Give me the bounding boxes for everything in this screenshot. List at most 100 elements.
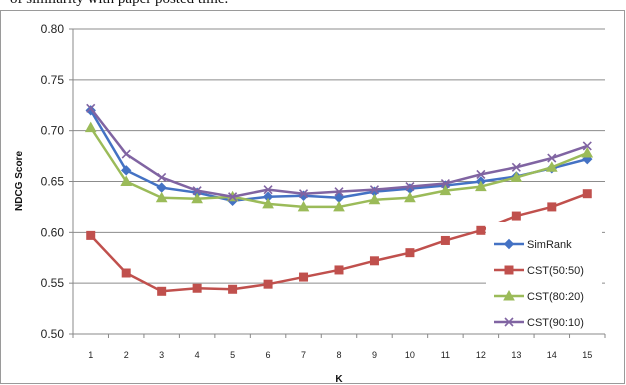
x-axis-title: K — [335, 374, 343, 385]
legend-label-simrank: SimRank — [527, 239, 572, 251]
caption-text: of similarity with paper posted time. — [10, 0, 228, 8]
x-tick-label: 5 — [230, 350, 235, 360]
data-point-cst-80-20 — [84, 121, 97, 133]
data-point-cst-90-10-stroke-b — [582, 141, 592, 151]
data-point-cst-90-10-stroke-b — [298, 189, 309, 199]
data-point-cst-80-20 — [297, 200, 310, 212]
x-tick-label: 9 — [372, 350, 377, 360]
data-point-cst-50-50 — [228, 284, 238, 294]
legend-label-cst-90-10: CST(90:10) — [527, 317, 584, 329]
data-point-cst-50-50 — [440, 235, 450, 245]
data-point-cst-90-10-stroke-b — [157, 172, 167, 182]
legend: SimRank CST(50:50) CST(80:20) CST(90:10) — [486, 222, 602, 332]
y-tick-label: 0.60 — [41, 225, 65, 239]
series-simrank — [85, 105, 593, 207]
data-point-cst-90-10-stroke-b — [405, 182, 415, 192]
legend-marker-cst-50-50 — [504, 265, 514, 275]
data-point-cst-90-10 — [476, 169, 486, 179]
data-point-cst-90-10 — [263, 185, 273, 195]
data-point-cst-90-10 — [121, 149, 131, 159]
series-cst-80-20 — [84, 121, 594, 212]
data-point-cst-80-20 — [191, 192, 203, 204]
series-line-cst-90-10 — [89, 107, 588, 198]
data-point-cst-50-50 — [405, 248, 415, 258]
data-point-cst-80-20 — [333, 200, 345, 212]
series-group — [84, 103, 594, 296]
data-point-cst-50-50 — [192, 283, 202, 293]
x-tick-label: 8 — [336, 350, 341, 360]
data-point-cst-90-10-stroke-b — [511, 162, 521, 172]
data-point-cst-90-10-stroke-b — [263, 185, 273, 195]
x-tick-label: 11 — [441, 350, 450, 360]
data-point-cst-50-50 — [157, 286, 167, 296]
data-point-cst-90-10-stroke-b — [334, 187, 344, 197]
data-point-cst-50-50 — [86, 230, 96, 240]
data-point-cst-90-10 — [405, 182, 415, 192]
legend-marker-cst-80-20 — [503, 289, 515, 301]
data-point-cst-80-20 — [404, 191, 416, 203]
data-point-cst-90-10 — [547, 153, 557, 163]
x-tick-label: 12 — [476, 350, 486, 360]
legend-label-cst-50-50: CST(50:50) — [527, 265, 584, 277]
y-tick-labels: 0.50 0.55 0.60 0.65 0.70 0.75 0.80 — [41, 22, 73, 341]
data-point-cst-90-10 — [228, 192, 238, 202]
x-tick-label: 15 — [582, 350, 592, 360]
y-axis-title: NDCG Score — [14, 151, 25, 211]
data-point-cst-80-20 — [262, 197, 274, 209]
data-point-cst-80-20 — [368, 193, 381, 205]
data-point-cst-90-10-stroke-b — [476, 169, 486, 179]
data-point-cst-90-10-stroke-b — [228, 192, 238, 202]
data-point-cst-50-50 — [582, 189, 592, 199]
data-point-cst-80-20 — [120, 175, 133, 186]
y-tick-label: 0.65 — [41, 175, 65, 189]
data-point-cst-90-10 — [298, 189, 309, 199]
data-point-cst-50-50 — [299, 272, 309, 282]
x-tick-label: 7 — [301, 350, 306, 360]
data-point-cst-50-50 — [263, 279, 273, 289]
data-point-cst-90-10-stroke-b — [440, 178, 450, 189]
data-point-cst-90-10-stroke-b — [369, 185, 380, 195]
y-tick-label: 0.70 — [41, 124, 65, 138]
legend-marker-cst-90-10-stroke-b — [504, 317, 514, 327]
data-point-cst-80-20 — [439, 184, 452, 196]
legend-marker-simrank — [503, 238, 515, 250]
data-point-cst-90-10 — [157, 172, 167, 182]
x-tick-label: 10 — [405, 350, 415, 360]
data-point-simrank — [156, 182, 167, 193]
data-point-cst-50-50 — [511, 211, 521, 221]
x-tick-label: 6 — [266, 350, 271, 360]
data-point-cst-90-10 — [192, 186, 202, 196]
series-cst-90-10 — [86, 103, 592, 202]
legend-marker-cst-90-10 — [504, 317, 514, 327]
x-tick-labels: 1 2 3 4 5 6 7 8 9 10 11 12 13 14 15 — [72, 334, 606, 360]
data-point-cst-50-50 — [121, 268, 131, 278]
y-tick-label: 0.80 — [41, 22, 65, 36]
x-tick-label: 2 — [124, 350, 129, 360]
x-tick-label: 3 — [159, 350, 164, 360]
data-point-cst-90-10-stroke-b — [121, 149, 131, 159]
data-point-cst-90-10-stroke-b — [86, 103, 96, 113]
legend-box — [486, 222, 602, 332]
data-point-cst-80-20 — [581, 147, 594, 158]
data-point-simrank — [120, 165, 132, 176]
x-tick-label: 14 — [547, 350, 557, 360]
data-point-cst-90-10-stroke-b — [192, 186, 202, 196]
data-point-cst-90-10 — [86, 103, 96, 113]
y-tick-label: 0.55 — [41, 276, 65, 290]
data-point-cst-50-50 — [369, 256, 379, 266]
y-tick-label: 0.75 — [41, 73, 65, 87]
data-point-cst-50-50 — [334, 265, 344, 275]
series-cst-50-50 — [86, 189, 592, 296]
legend-label-cst-80-20: CST(80:20) — [527, 291, 584, 303]
x-tick-label: 1 — [88, 350, 93, 360]
data-point-cst-90-10 — [369, 185, 380, 195]
data-point-cst-80-20 — [545, 161, 558, 172]
data-point-cst-90-10 — [334, 187, 344, 197]
data-point-cst-50-50 — [476, 225, 486, 235]
data-point-cst-80-20 — [475, 180, 487, 192]
y-tick-label: 0.50 — [41, 327, 65, 341]
data-point-cst-90-10 — [582, 141, 592, 151]
data-point-cst-80-20 — [155, 191, 168, 203]
data-point-cst-90-10 — [440, 178, 450, 189]
